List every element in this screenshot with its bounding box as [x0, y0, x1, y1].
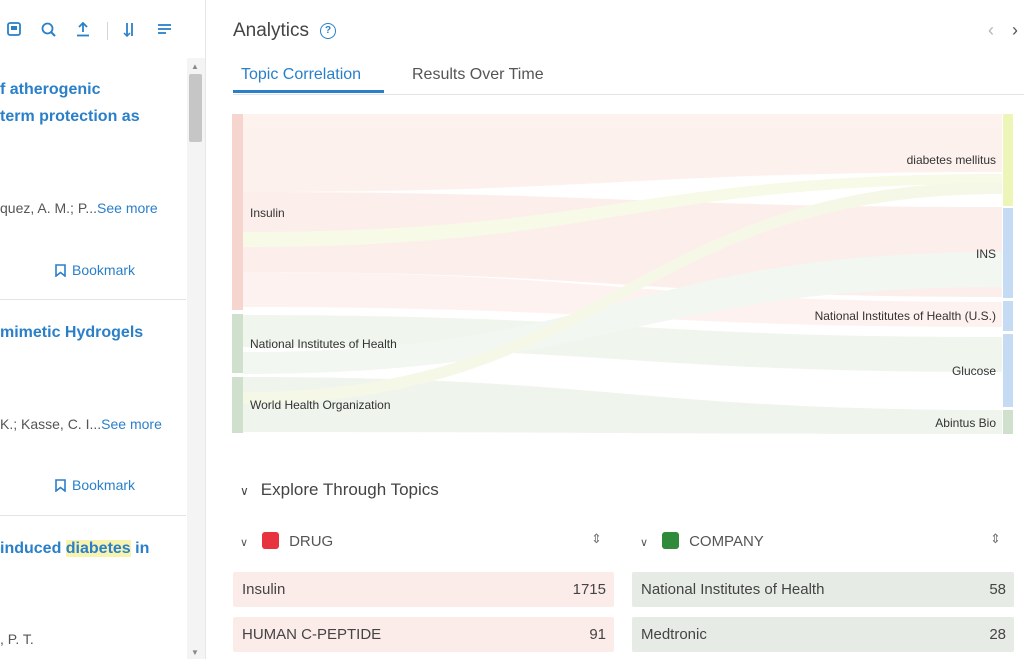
- analytics-title: Analytics: [233, 20, 310, 41]
- next-button[interactable]: ›: [1012, 20, 1018, 40]
- results-pane: f atherogenic term protection as quez, A…: [0, 0, 206, 659]
- sankey-flow: [243, 252, 1002, 374]
- topic-label: National Institutes of Health: [641, 581, 825, 598]
- topic-row[interactable]: Medtronic 28: [632, 617, 1014, 652]
- chevron-down-icon: ∨: [640, 537, 649, 549]
- result-authors: quez, A. M.; P...See more: [0, 200, 158, 216]
- topic-label: Insulin: [242, 581, 286, 598]
- sort-icon[interactable]: [120, 22, 138, 40]
- see-more-link[interactable]: See more: [101, 416, 162, 432]
- sankey-flow: [243, 377, 1002, 434]
- save-icon[interactable]: [5, 22, 23, 40]
- chevron-down-icon: ∨: [240, 484, 249, 498]
- sankey-flow: [243, 182, 1002, 404]
- sankey-flow: [243, 272, 1002, 327]
- sankey-label: Insulin: [250, 206, 285, 220]
- topic-label: HUMAN C-PEPTIDE: [242, 626, 382, 643]
- sankey-label: National Institutes of Health: [250, 337, 397, 351]
- topic-count: 91: [589, 626, 606, 643]
- scroll-down-arrow-icon[interactable]: ▼: [191, 648, 199, 657]
- sankey-node[interactable]: [232, 377, 243, 433]
- sankey-flow: [243, 114, 1002, 192]
- sankey-label: Abintus Bio: [935, 416, 996, 430]
- result-authors: , P. T.: [0, 631, 34, 647]
- category-header-drug[interactable]: ∨ DRUG: [240, 532, 333, 550]
- scroll-up-arrow-icon[interactable]: ▲: [191, 62, 199, 71]
- prev-button[interactable]: ‹: [988, 20, 994, 40]
- topic-row[interactable]: HUMAN C-PEPTIDE 91: [233, 617, 614, 652]
- zoom-icon[interactable]: [39, 22, 57, 40]
- result-title[interactable]: induced diabetes in: [0, 535, 149, 562]
- bookmark-icon: [55, 264, 66, 278]
- active-tab-indicator: [233, 90, 384, 93]
- title-text: induced: [0, 540, 66, 557]
- results-scrollbar[interactable]: ▲ ▼: [187, 58, 205, 659]
- sankey-label: INS: [976, 247, 996, 261]
- sort-toggle-icon[interactable]: ⇕: [990, 531, 1001, 546]
- category-name: COMPANY: [689, 533, 764, 550]
- topic-count: 58: [989, 581, 1006, 598]
- sankey-label: diabetes mellitus: [907, 153, 996, 167]
- analytics-tabs: Topic Correlation Results Over Time: [233, 58, 1024, 95]
- sankey-node[interactable]: [1003, 334, 1013, 407]
- sankey-node[interactable]: [232, 314, 243, 373]
- tab-results-over-time[interactable]: Results Over Time: [412, 66, 544, 83]
- tab-topic-correlation[interactable]: Topic Correlation: [241, 66, 362, 83]
- help-icon[interactable]: ?: [320, 23, 336, 39]
- sankey-label: National Institutes of Health (U.S.): [815, 309, 996, 323]
- result-title[interactable]: mimetic Hydrogels: [0, 324, 144, 341]
- results-toolbar: [0, 0, 205, 58]
- topic-row[interactable]: Insulin 1715: [233, 572, 614, 607]
- result-authors: K.; Kasse, C. I...See more: [0, 416, 162, 432]
- sankey-label: World Health Organization: [250, 398, 391, 412]
- sankey-node[interactable]: [232, 114, 243, 310]
- topic-correlation-sankey: Insulin National Institutes of Health Wo…: [232, 114, 1013, 434]
- see-more-link[interactable]: See more: [97, 200, 158, 216]
- bookmark-label: Bookmark: [72, 262, 136, 278]
- topic-count: 1715: [572, 581, 606, 598]
- authors-text: K.; Kasse, C. I...: [0, 416, 102, 432]
- sankey-flow: [243, 315, 1002, 372]
- sort-toggle-icon[interactable]: ⇕: [591, 531, 602, 546]
- topic-row[interactable]: National Institutes of Health 58: [632, 572, 1014, 607]
- bookmark-label: Bookmark: [72, 477, 136, 493]
- topic-count: 28: [989, 626, 1006, 643]
- divider: [0, 299, 186, 300]
- sankey-node[interactable]: [1003, 208, 1013, 298]
- sankey-node[interactable]: [1003, 114, 1013, 206]
- bookmark-button[interactable]: Bookmark: [55, 477, 135, 493]
- sankey-node[interactable]: [1003, 410, 1013, 434]
- divider: [0, 515, 186, 516]
- drug-color-swatch: [262, 532, 280, 549]
- bookmark-icon: [55, 479, 66, 493]
- toolbar-separator: [107, 22, 108, 40]
- sankey-label: Glucose: [952, 364, 996, 378]
- explore-title: Explore Through Topics: [260, 480, 439, 499]
- export-icon[interactable]: [74, 21, 92, 40]
- company-color-swatch: [662, 532, 680, 549]
- authors-text: quez, A. M.; P...: [0, 200, 98, 216]
- scroll-thumb[interactable]: [189, 74, 202, 142]
- sankey-node[interactable]: [1003, 301, 1013, 331]
- title-text: in: [130, 540, 150, 557]
- bookmark-button[interactable]: Bookmark: [55, 262, 135, 278]
- explore-topics-header[interactable]: ∨ Explore Through Topics: [240, 480, 439, 500]
- sankey-flow: [243, 174, 1002, 247]
- category-header-company[interactable]: ∨ COMPANY: [640, 532, 764, 550]
- chevron-down-icon: ∨: [240, 537, 249, 549]
- topic-label: Medtronic: [641, 626, 707, 643]
- highlighted-term: diabetes: [65, 540, 131, 557]
- result-title[interactable]: f atherogenic: [0, 81, 101, 98]
- list-icon[interactable]: [155, 22, 173, 40]
- result-title-line[interactable]: term protection as: [0, 108, 140, 125]
- category-name: DRUG: [289, 533, 334, 550]
